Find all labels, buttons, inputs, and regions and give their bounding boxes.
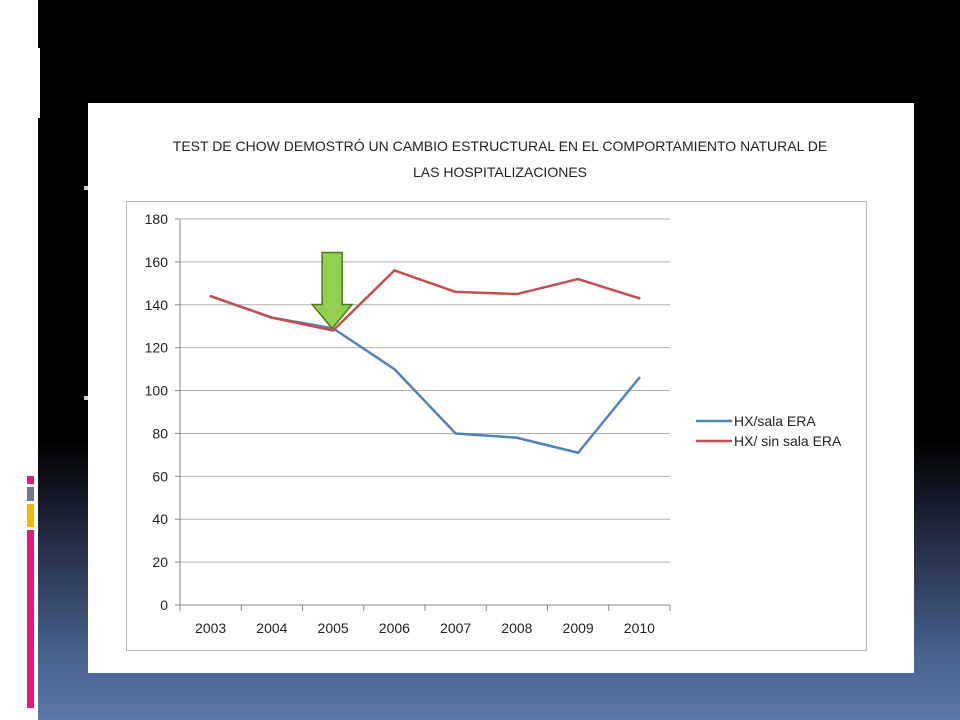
decoration-line bbox=[37, 48, 40, 118]
down-arrow-icon bbox=[310, 251, 354, 330]
decoration-line bbox=[22, 48, 25, 118]
chart-title: TEST DE CHOW DEMOSTRÓ UN CAMBIO ESTRUCTU… bbox=[110, 133, 890, 185]
series-line-1 bbox=[210, 295, 641, 454]
slide-decoration-lines bbox=[22, 48, 42, 118]
bullet-marker bbox=[84, 186, 88, 190]
y-tick-label: 180 bbox=[145, 211, 169, 227]
accent-bar-yellow bbox=[27, 504, 34, 527]
data-point bbox=[576, 277, 580, 281]
data-point bbox=[331, 329, 335, 332]
y-tick-label: 40 bbox=[152, 511, 168, 527]
x-tick-label: 2006 bbox=[379, 620, 410, 636]
decoration-line bbox=[32, 48, 35, 118]
x-tick-label: 2003 bbox=[195, 620, 226, 636]
data-point bbox=[515, 292, 519, 296]
x-tick-label: 2004 bbox=[256, 620, 287, 636]
line-chart: 0 20 40 60 80 100 120 140 160 180 2003 2004 2005 2006… bbox=[145, 211, 842, 636]
data-point bbox=[393, 367, 396, 371]
data-point bbox=[515, 436, 519, 439]
chart-title-line-2: LAS HOSPITALIZACIONES bbox=[412, 164, 587, 180]
accent-bar-pink-long bbox=[27, 530, 34, 708]
y-tick-label: 20 bbox=[152, 554, 168, 570]
accent-bar-pink bbox=[27, 476, 34, 484]
y-tick-label: 140 bbox=[145, 297, 169, 313]
y-tick-label: 80 bbox=[152, 425, 168, 441]
decoration-line bbox=[27, 48, 30, 118]
y-tick-label: 120 bbox=[145, 340, 169, 356]
chart-title-line-1: TEST DE CHOW DEMOSTRÓ UN CAMBIO ESTRUCTU… bbox=[172, 138, 828, 154]
y-tick-label: 0 bbox=[160, 597, 168, 613]
y-tick-label: 100 bbox=[145, 383, 169, 399]
accent-bar-gray bbox=[27, 487, 34, 501]
data-point bbox=[638, 297, 641, 300]
chart-frame bbox=[126, 201, 867, 651]
x-tick-label: 2005 bbox=[318, 620, 349, 636]
x-tick-label: 2009 bbox=[563, 620, 594, 636]
x-tick-label: 2008 bbox=[501, 620, 532, 636]
data-point bbox=[393, 269, 396, 272]
bullet-marker bbox=[84, 396, 88, 400]
data-point bbox=[638, 376, 641, 379]
chart-card: TEST DE CHOW DEMOSTRÓ UN CAMBIO ESTRUCTU… bbox=[88, 103, 914, 673]
data-point bbox=[270, 316, 274, 319]
data-point bbox=[576, 451, 580, 454]
data-point bbox=[209, 295, 212, 298]
y-tick-label: 60 bbox=[152, 468, 168, 484]
data-point bbox=[454, 432, 457, 435]
x-tick-label: 2007 bbox=[440, 620, 471, 636]
x-tick-label: 2010 bbox=[624, 620, 655, 636]
legend-label-1: HX/sala ERA bbox=[734, 413, 816, 429]
legend-label-2: HX/ sin sala ERA bbox=[734, 433, 842, 449]
data-point bbox=[454, 290, 457, 294]
y-tick-label: 160 bbox=[145, 254, 169, 270]
series-line-2 bbox=[210, 269, 640, 332]
